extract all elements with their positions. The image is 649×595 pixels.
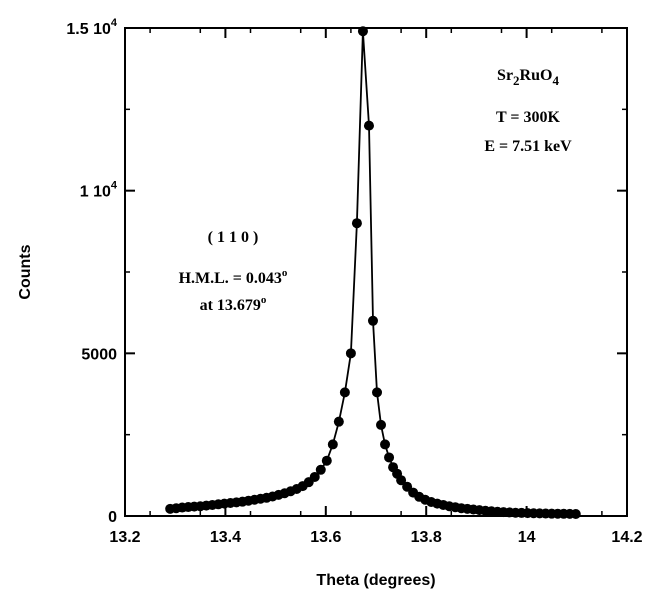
data-point — [327, 439, 338, 450]
sample-formula-main: Sr — [497, 67, 513, 84]
peak-position-label: at 13.679o — [200, 294, 267, 314]
x-axis-title: Theta (degrees) — [316, 572, 435, 589]
x-tick-labels: 13.2 13.4 13.6 13.8 14 14.2 — [109, 529, 642, 546]
data-point — [384, 452, 395, 463]
data-point — [315, 464, 326, 475]
y-tick-label: 5000 — [81, 346, 117, 363]
temperature-label: T = 300K — [496, 109, 561, 126]
x-tick-label: 14.2 — [611, 529, 642, 546]
sample-formula-mid: RuO — [520, 67, 553, 84]
x-tick-label: 13.2 — [109, 529, 140, 546]
x-tick-label: 14 — [518, 529, 536, 546]
y-tick-label: 0 — [108, 509, 117, 526]
axis-ticks — [124, 27, 628, 517]
data-points — [165, 26, 581, 519]
annotation-block-left: ( 1 1 0 ) H.M.L. = 0.043o at 13.679o — [179, 229, 288, 314]
data-point — [380, 439, 391, 450]
data-point — [396, 475, 407, 486]
data-point — [309, 471, 320, 482]
hml-label: H.M.L. = 0.043o — [179, 267, 288, 287]
data-point — [321, 455, 332, 466]
data-point — [363, 120, 374, 131]
reflection-label: ( 1 1 0 ) — [208, 229, 259, 246]
annotation-block-right: Sr2RuO4 T = 300K E = 7.51 keV — [484, 67, 572, 155]
data-point — [367, 315, 378, 326]
data-point — [345, 348, 356, 359]
data-point — [333, 416, 344, 427]
sample-formula-sub2: 4 — [552, 73, 559, 88]
sample-formula-sub1: 2 — [513, 73, 520, 88]
y-tick-label: 1.5 104 — [66, 17, 117, 38]
data-point — [357, 26, 368, 37]
hml-degree: o — [282, 267, 288, 279]
data-point — [339, 387, 350, 398]
x-tick-label: 13.4 — [210, 529, 241, 546]
data-point — [351, 218, 362, 229]
data-point — [570, 508, 581, 519]
peak-position-text: at 13.679 — [200, 297, 261, 314]
energy-label: E = 7.51 keV — [484, 138, 572, 155]
sample-formula: Sr2RuO4 — [497, 67, 559, 88]
y-axis-title: Counts — [17, 244, 34, 299]
data-point — [376, 419, 387, 430]
peak-position-degree: o — [261, 294, 267, 306]
x-tick-label: 13.6 — [310, 529, 341, 546]
hml-text: H.M.L. = 0.043 — [179, 270, 282, 287]
y-tick-labels: 0 5000 1 104 1.5 104 — [66, 17, 117, 526]
y-tick-label: 1 104 — [80, 180, 118, 201]
data-point — [372, 387, 383, 398]
x-tick-label: 13.8 — [411, 529, 442, 546]
